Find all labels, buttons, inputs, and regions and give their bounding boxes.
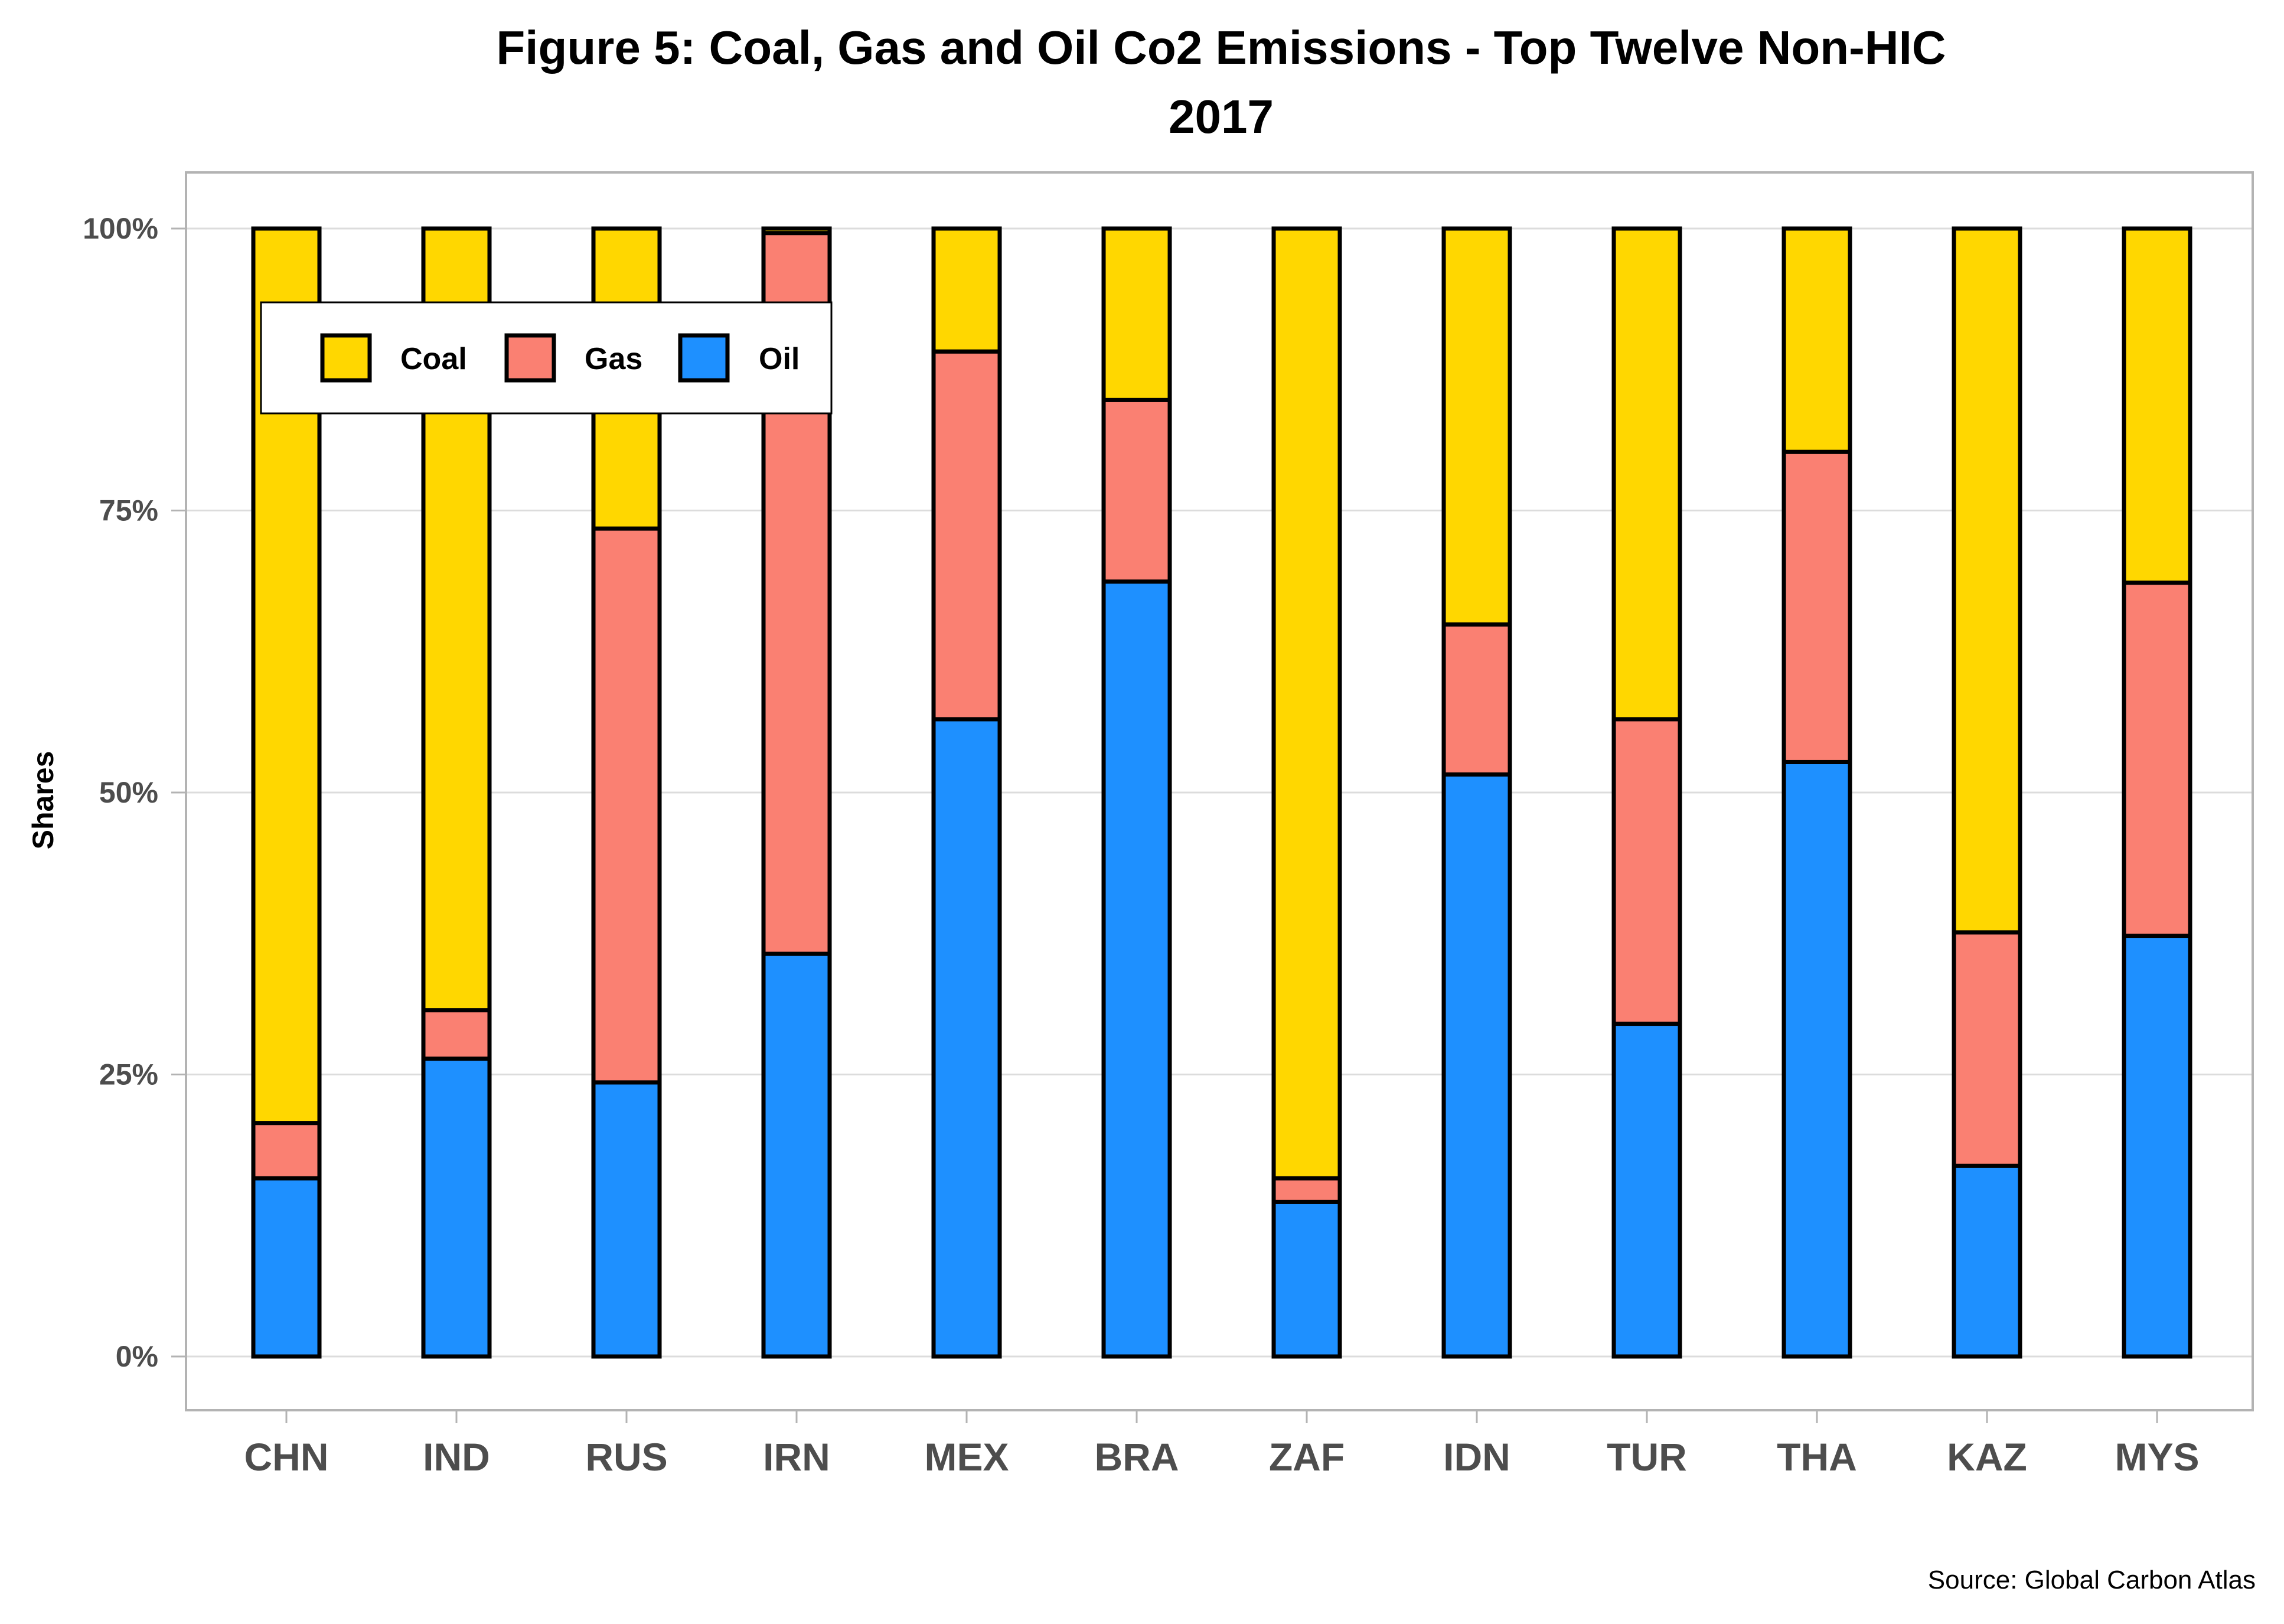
bars <box>251 226 2192 1359</box>
x-tick-label: BRA <box>1095 1435 1179 1479</box>
y-tick-label: 25% <box>99 1058 158 1091</box>
bar-gas-ind <box>421 1008 492 1061</box>
legend: Coal Gas Oil <box>260 301 833 415</box>
bar-oil-kaz <box>1952 1163 2022 1359</box>
bar-coal-kaz <box>1952 226 2022 935</box>
bar-stack-mex <box>931 226 1002 1359</box>
y-tick-label: 75% <box>99 494 158 527</box>
bar-stack-tha <box>1781 226 1852 1359</box>
bar-gas-mex <box>931 349 1002 722</box>
legend-key-oil <box>678 333 730 383</box>
chart-title: Figure 5: Coal, Gas and Oil Co2 Emission… <box>496 21 1946 74</box>
x-tick-label: MEX <box>924 1435 1009 1479</box>
bar-gas-mys <box>2122 581 2192 938</box>
bar-gas-zaf <box>1271 1176 1342 1204</box>
x-tick-label: IRN <box>763 1435 830 1479</box>
bar-stack-tur <box>1611 226 1682 1359</box>
bar-stack-idn <box>1441 226 1512 1359</box>
legend-label-oil: Oil <box>759 342 800 376</box>
bar-gas-tha <box>1781 449 1852 764</box>
legend-label-gas: Gas <box>585 342 642 376</box>
bar-oil-tha <box>1781 759 1852 1359</box>
bar-gas-chn <box>251 1121 322 1181</box>
x-tick-label: THA <box>1777 1435 1857 1479</box>
gridlines <box>187 227 2252 1358</box>
chart-subtitle: 2017 <box>1169 90 1274 143</box>
legend-key-coal <box>320 333 372 383</box>
bar-coal-mex <box>931 226 1002 354</box>
bar-gas-idn <box>1441 622 1512 777</box>
bar-coal-irn <box>761 226 832 236</box>
bar-oil-mex <box>931 717 1002 1359</box>
x-tick-label: ZAF <box>1269 1435 1345 1479</box>
x-tick-label: IDN <box>1443 1435 1510 1479</box>
bar-coal-bra <box>1101 226 1172 402</box>
x-tick-label: KAZ <box>1947 1435 2027 1479</box>
y-axis-ticks: 0% 25% 50% 75% 100% <box>83 212 186 1373</box>
bar-oil-mys <box>2122 934 2192 1359</box>
bar-oil-ind <box>421 1056 492 1359</box>
x-axis-ticks: CHN IND RUS IRN MEX BRA ZAF IDN TUR THA KAZ MYS <box>244 1410 2200 1479</box>
bar-gas-tur <box>1611 717 1682 1026</box>
bar-oil-zaf <box>1271 1199 1342 1359</box>
bar-coal-tha <box>1781 226 1852 454</box>
x-tick-label: IND <box>423 1435 490 1479</box>
y-tick-label: 50% <box>99 776 158 809</box>
x-tick-label: MYS <box>2115 1435 2199 1479</box>
x-tick-label: TUR <box>1607 1435 1687 1479</box>
bar-stack-mys <box>2122 226 2192 1359</box>
bar-coal-zaf <box>1271 226 1342 1181</box>
source-caption: Source: Global Carbon Atlas <box>1928 1566 2256 1594</box>
bar-gas-kaz <box>1952 930 2022 1168</box>
bar-stack-kaz <box>1952 226 2022 1359</box>
bar-coal-idn <box>1441 226 1512 627</box>
y-tick-label: 100% <box>83 212 158 245</box>
bar-stack-bra <box>1101 226 1172 1359</box>
x-tick-label: RUS <box>585 1435 667 1479</box>
x-tick-label: CHN <box>244 1435 329 1479</box>
bar-oil-tur <box>1611 1022 1682 1359</box>
y-tick-label: 0% <box>116 1340 158 1373</box>
bar-coal-mys <box>2122 226 2192 585</box>
legend-key-gas <box>504 333 556 383</box>
bar-gas-bra <box>1101 397 1172 584</box>
bar-oil-irn <box>761 951 832 1359</box>
legend-label-coal: Coal <box>400 342 467 376</box>
bar-gas-rus <box>591 526 662 1085</box>
bar-stack-zaf <box>1271 226 1342 1359</box>
bar-oil-idn <box>1441 772 1512 1359</box>
bar-oil-rus <box>591 1080 662 1359</box>
y-axis-label: Shares <box>27 751 60 850</box>
bar-oil-bra <box>1101 579 1172 1359</box>
bar-oil-chn <box>251 1176 322 1359</box>
bar-coal-tur <box>1611 226 1682 722</box>
